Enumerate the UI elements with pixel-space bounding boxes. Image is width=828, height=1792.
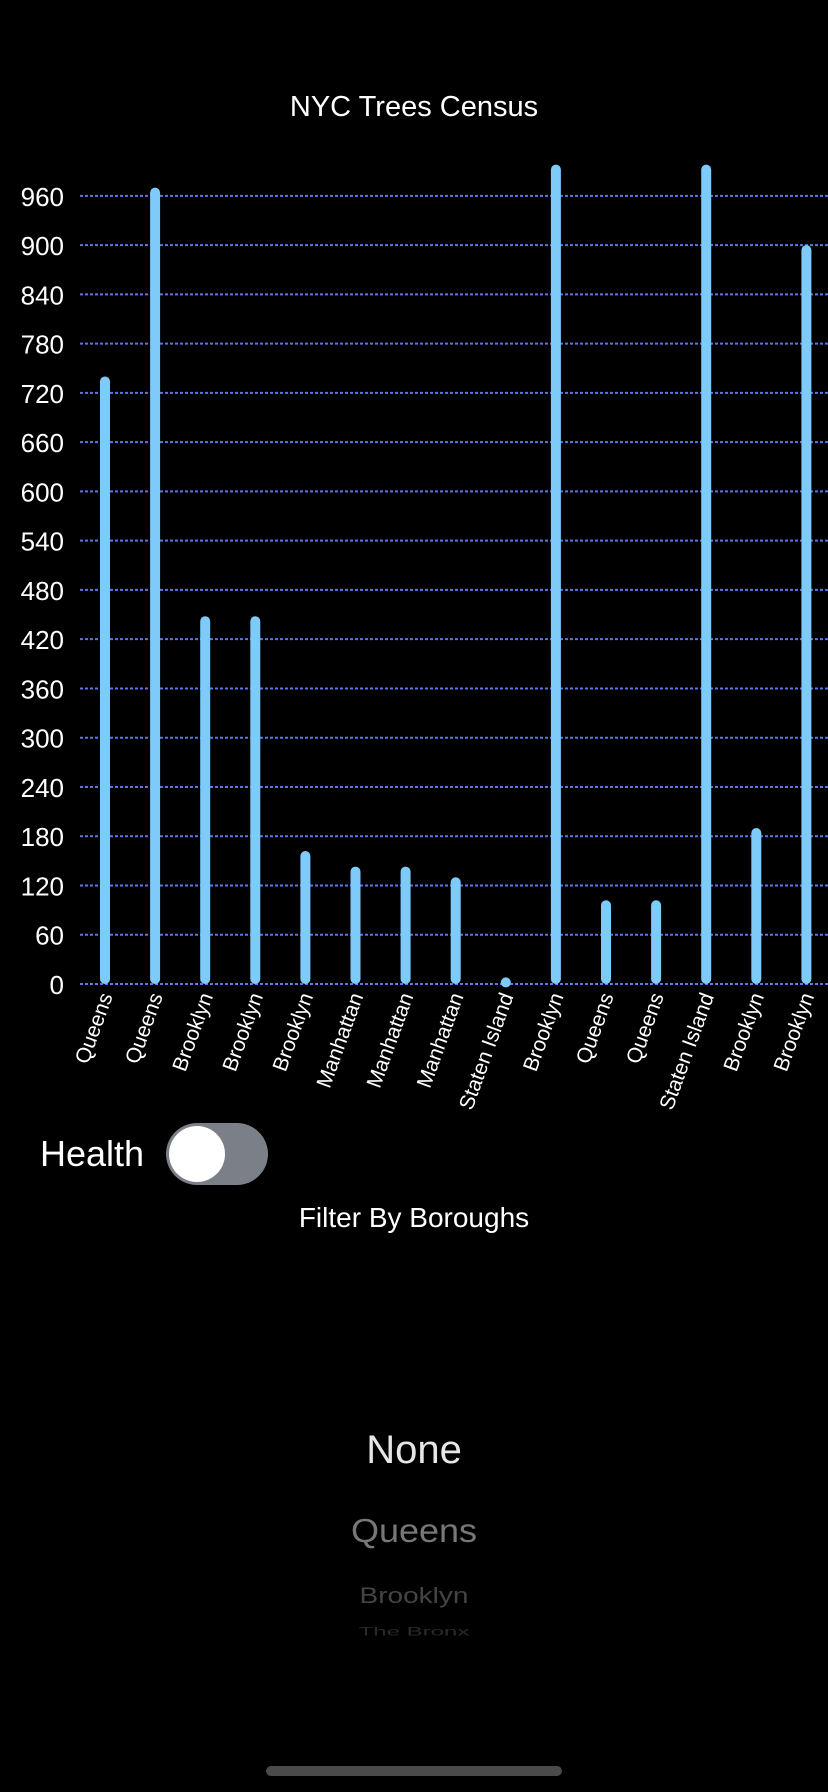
x-tick-label: Queens — [572, 990, 619, 1067]
bar[interactable] — [550, 164, 561, 985]
bar[interactable] — [651, 900, 662, 984]
y-tick-label: 0 — [50, 970, 64, 1000]
y-tick-label: 300 — [21, 724, 64, 754]
chart-title: NYC Trees Census — [290, 91, 538, 123]
health-toggle[interactable] — [166, 1123, 269, 1185]
bar[interactable] — [601, 900, 611, 984]
x-tick-label: Brooklyn — [269, 990, 319, 1075]
y-tick-label: 900 — [21, 231, 64, 261]
y-tick-label: 120 — [21, 871, 64, 901]
y-tick-label: 360 — [21, 674, 64, 704]
x-tick-label: Brooklyn — [168, 990, 218, 1075]
bar[interactable] — [350, 866, 361, 984]
health-toggle-row: Health — [40, 1122, 269, 1186]
home-indicator — [266, 1766, 562, 1776]
bar[interactable] — [200, 616, 211, 984]
bar[interactable] — [701, 164, 712, 985]
toggle-knob — [169, 1126, 226, 1182]
y-tick-label: 660 — [21, 428, 64, 458]
bar[interactable] — [450, 877, 461, 984]
picker-option-the-bronx[interactable]: The Bronx — [358, 1625, 470, 1639]
bar[interactable] — [250, 616, 261, 984]
x-tick-label: Brooklyn — [770, 990, 820, 1075]
y-tick-label: 840 — [21, 280, 64, 310]
y-tick-label: 600 — [21, 477, 64, 507]
y-tick-label: 240 — [21, 773, 64, 803]
y-tick-label: 480 — [21, 576, 64, 606]
x-tick-label: Brooklyn — [218, 990, 268, 1075]
y-tick-label: 180 — [21, 822, 64, 852]
x-tick-label: Manhattan — [313, 990, 369, 1091]
x-tick-label: Manhattan — [413, 990, 469, 1091]
y-tick-label: 780 — [21, 330, 64, 360]
filter-title: Filter By Boroughs — [298, 1202, 530, 1233]
bar[interactable] — [751, 828, 762, 984]
x-tick-label: Brooklyn — [519, 990, 569, 1075]
y-tick-label: 540 — [21, 527, 64, 557]
y-tick-label: 60 — [35, 921, 64, 951]
bar[interactable] — [150, 187, 161, 984]
bar[interactable] — [500, 977, 511, 988]
borough-picker[interactable]: None Queens Brooklyn The Bronx — [0, 1380, 828, 1640]
x-tick-label: Brooklyn — [719, 990, 769, 1075]
bar[interactable] — [100, 376, 110, 985]
bar[interactable] — [300, 850, 311, 984]
bar[interactable] — [801, 245, 812, 985]
x-tick-label: Queens — [71, 990, 118, 1067]
picker-option-none[interactable]: None — [366, 1428, 462, 1472]
y-tick-label: 420 — [21, 625, 64, 655]
health-label: Health — [40, 1133, 145, 1174]
x-tick-label: Queens — [622, 990, 669, 1067]
x-tick-label: Manhattan — [363, 990, 419, 1091]
picker-option-brooklyn[interactable]: Brooklyn — [359, 1583, 469, 1608]
y-tick-label: 720 — [21, 379, 64, 409]
picker-option-queens[interactable]: Queens — [350, 1511, 478, 1550]
y-tick-label: 960 — [21, 182, 64, 212]
bar-chart: NYC Trees Census 0 60 120 180 240 300 360 420 48… — [21, 91, 828, 1110]
x-tick-label: Queens — [121, 990, 168, 1067]
bar[interactable] — [400, 866, 411, 984]
